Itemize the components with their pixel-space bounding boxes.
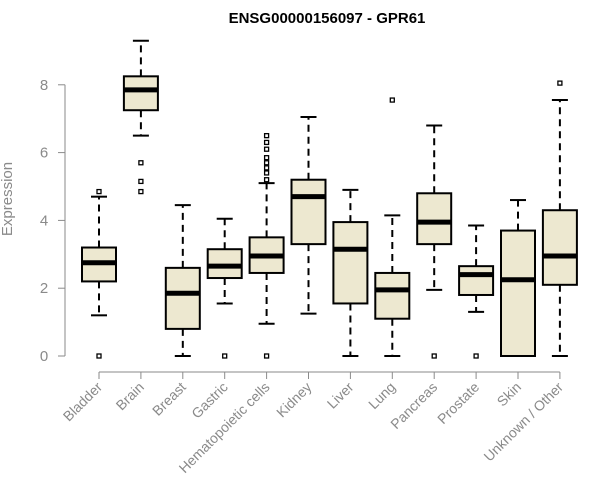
box-iqr [374,271,411,320]
box-iqr [500,229,536,358]
outlier-point [263,177,270,183]
outlier-point [263,353,270,359]
box-prostate [458,224,495,359]
box-iqr [458,265,495,296]
outlier-point [263,146,270,152]
box-liver [332,188,369,357]
outlier-point [263,160,270,166]
x-tick-label: Pancreas [387,379,440,432]
outlier-point [138,178,144,185]
box-pancreas [416,124,453,359]
x-tick-label: Unknown / Other [480,379,566,465]
box-hematopoietic-cells [248,132,285,359]
outlier-point [138,160,144,166]
outlier-point [263,155,270,161]
outlier-point [557,80,563,86]
x-tick-label: Breast [149,379,189,419]
outlier-point [263,139,270,146]
x-tick-label: Prostate [434,379,482,427]
outlier-point [263,165,270,171]
x-tick-label: Brain [113,379,147,413]
outlier-point [96,353,102,359]
outlier-point [389,97,395,103]
box-skin [500,199,536,358]
box-iqr [164,266,201,330]
y-axis: 0 2 4 6 8 [40,77,66,365]
outlier-point [473,353,479,359]
y-tick-label: 6 [40,145,48,162]
box-unknown-other [541,80,578,357]
box-bladder [81,188,117,359]
x-tick-label: Skin [494,379,525,410]
box-iqr [332,221,369,305]
x-tick-label: Lung [365,379,398,412]
box-breast [164,204,201,357]
box-kidney [290,116,327,315]
boxes-group [81,39,578,359]
y-tick-label: 0 [40,348,48,365]
y-tick-label: 8 [40,77,48,94]
box-brain [122,39,159,195]
outlier-point [222,353,228,359]
outlier-point [96,188,102,195]
outlier-point [138,188,144,195]
outlier-point [431,353,437,359]
y-axis-label: Expression [0,162,16,236]
x-tick-label: Kidney [273,379,315,421]
outlier-point [263,170,270,176]
box-iqr [122,75,159,112]
x-tick-label: Liver [324,379,357,412]
box-iqr [290,178,327,246]
box-iqr [416,192,453,246]
outlier-point [263,132,270,139]
box-gastric [206,217,243,359]
x-tick-label: Bladder [60,379,106,425]
box-lung [374,97,411,357]
y-tick-label: 2 [40,280,48,297]
chart-title: ENSG00000156097 - GPR61 [229,10,426,27]
box-iqr [541,209,578,286]
y-tick-label: 4 [40,212,48,229]
box-iqr [206,248,243,280]
